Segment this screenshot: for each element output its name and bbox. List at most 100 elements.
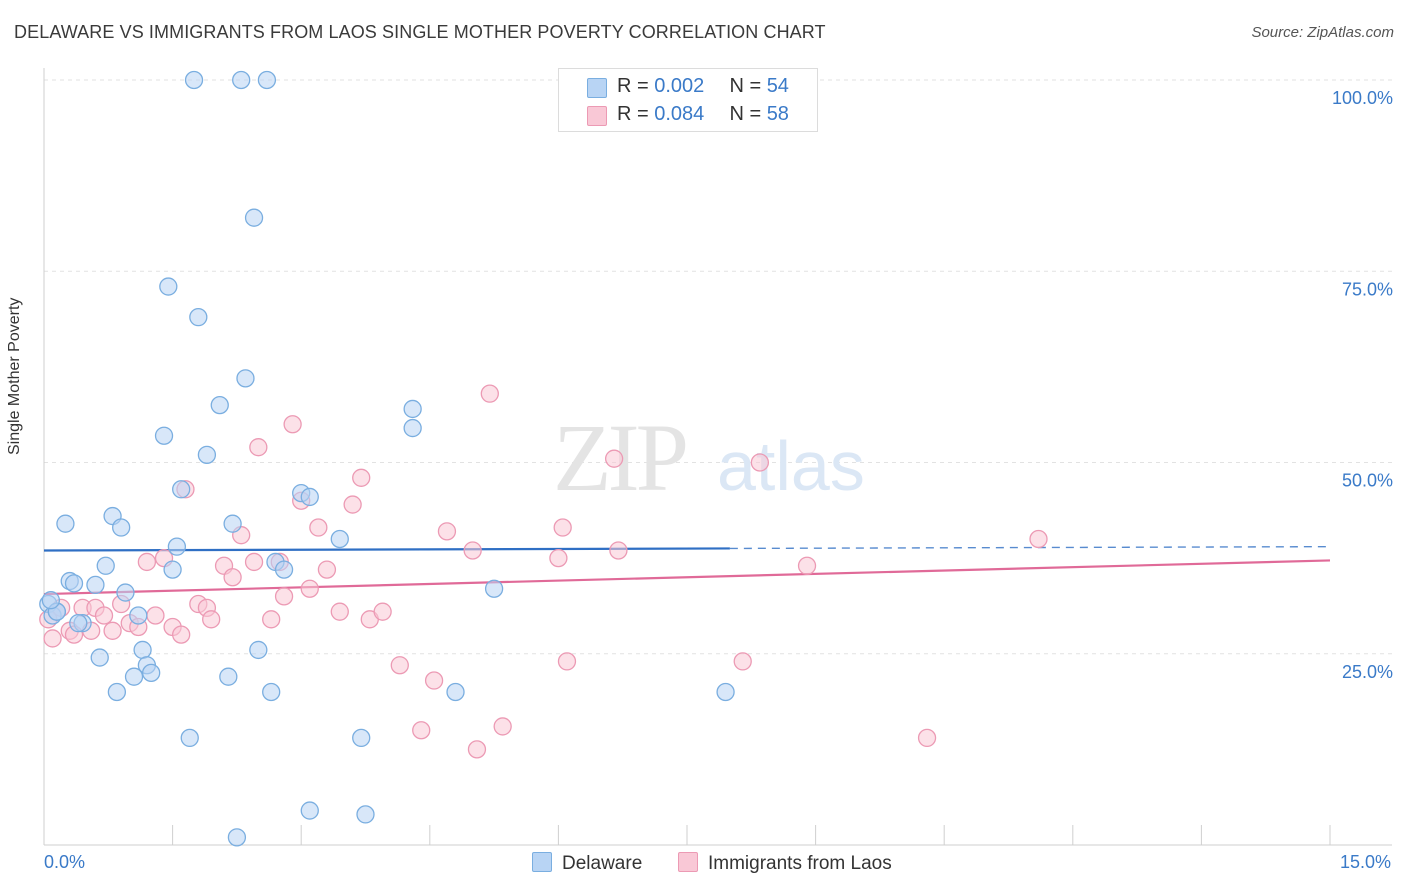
data-point-delaware: [124, 667, 144, 686]
data-point-laos: [300, 579, 319, 598]
data-point-laos: [43, 629, 62, 648]
legend-swatch-laos: [587, 106, 607, 126]
data-point-laos: [330, 602, 349, 621]
data-point-delaware: [184, 70, 204, 90]
data-point-delaware: [180, 728, 199, 748]
data-point-delaware: [300, 487, 319, 507]
data-point-delaware: [142, 663, 161, 683]
data-point-delaware: [96, 556, 115, 575]
data-point-delaware: [133, 640, 152, 660]
data-point-delaware: [716, 682, 735, 702]
data-point-laos: [94, 606, 114, 625]
data-point-laos: [283, 415, 302, 434]
data-point-laos: [553, 518, 572, 537]
data-point-delaware: [356, 805, 375, 824]
data-point-delaware: [227, 828, 247, 847]
data-point-delaware: [403, 399, 422, 419]
data-point-laos: [412, 721, 431, 740]
data-point-delaware: [90, 648, 109, 667]
y-tick-labels: 25.0% 50.0% 75.0% 100.0%: [1332, 88, 1393, 682]
legend-swatch-delaware: [532, 852, 552, 872]
data-point-laos: [750, 453, 770, 472]
data-point-delaware: [352, 728, 371, 748]
legend-r-label: R =: [617, 103, 655, 125]
data-point-laos: [172, 625, 191, 644]
data-point-delaware: [197, 445, 217, 465]
correlation-legend: R = 0.002 N = 54 R = 0.084 N = 58: [558, 68, 818, 132]
data-point-laos: [373, 602, 392, 621]
y-tick-label: 50.0%: [1342, 471, 1393, 491]
legend-n-value: 58: [766, 103, 789, 125]
data-point-delaware: [41, 591, 61, 610]
data-point-delaware: [300, 801, 319, 820]
data-point-laos: [137, 552, 157, 572]
data-point-delaware: [56, 514, 75, 533]
legend-n-label: N =: [729, 103, 767, 125]
axes: [43, 68, 1392, 846]
data-point-delaware: [210, 395, 229, 415]
watermark-atlas: atlas: [717, 427, 865, 505]
data-point-laos: [390, 656, 409, 675]
data-point-laos: [343, 495, 362, 514]
trendline-laos: [43, 559, 1331, 596]
data-point-delaware: [484, 579, 504, 598]
legend-label-laos: Immigrants from Laos: [708, 853, 892, 874]
data-point-delaware: [167, 537, 187, 556]
data-point-delaware: [249, 640, 268, 660]
legend-item-delaware[interactable]: Delaware: [532, 852, 642, 875]
legend-row-delaware: R = 0.002 N = 54: [559, 73, 817, 101]
data-point-laos: [917, 728, 937, 748]
y-tick-label: 100.0%: [1332, 88, 1393, 108]
data-point-delaware: [244, 208, 264, 227]
data-point-laos: [1029, 529, 1048, 549]
data-point-delaware: [446, 682, 465, 702]
data-point-delaware: [69, 614, 88, 633]
data-point-laos: [317, 560, 337, 579]
data-point-laos: [557, 652, 577, 671]
data-point-laos: [244, 552, 264, 572]
legend-r-value: 0.084: [654, 103, 705, 125]
legend-r-label: R =: [617, 75, 655, 97]
data-point-laos: [463, 541, 482, 560]
data-point-delaware: [154, 426, 174, 445]
data-point-laos: [103, 621, 122, 640]
legend-item-laos[interactable]: Immigrants from Laos: [678, 852, 892, 875]
data-point-delaware: [403, 418, 422, 438]
legend-label-delaware: Delaware: [562, 853, 643, 874]
series-legend: Delaware Immigrants from Laos: [0, 852, 1406, 880]
y-tick-label: 25.0%: [1342, 662, 1393, 682]
legend-n-value: 54: [766, 75, 789, 97]
data-point-delaware: [159, 277, 178, 296]
data-point-laos: [274, 587, 294, 606]
data-point-delaware: [64, 574, 84, 593]
data-point-delaware: [116, 583, 135, 602]
data-point-laos: [424, 671, 444, 690]
data-point-laos: [352, 468, 371, 487]
data-point-delaware: [274, 560, 294, 579]
data-point-delaware: [262, 682, 281, 702]
data-point-laos: [223, 568, 242, 587]
series-delaware-points: [39, 70, 735, 847]
legend-r-value: 0.002: [654, 75, 705, 97]
data-point-laos: [437, 522, 457, 541]
watermark: ZIP atlas: [553, 404, 865, 511]
legend-swatch-delaware: [587, 78, 607, 98]
data-point-laos: [202, 610, 221, 629]
data-point-delaware: [86, 575, 105, 595]
data-point-delaware: [163, 560, 182, 579]
y-tick-label: 75.0%: [1342, 279, 1393, 299]
x-tick-label-max: 15.0%: [1340, 852, 1392, 872]
data-point-delaware: [236, 369, 255, 388]
legend-swatch-laos: [678, 852, 698, 872]
data-point-laos: [549, 548, 568, 568]
data-point-delaware: [232, 70, 251, 90]
data-point-laos: [797, 556, 817, 575]
data-point-laos: [480, 384, 499, 403]
data-point-laos: [609, 541, 628, 560]
data-point-delaware: [223, 514, 242, 533]
data-point-laos: [493, 717, 512, 736]
legend-n-label: N =: [729, 75, 767, 97]
data-point-delaware: [257, 70, 277, 90]
chart-title: DELAWARE VS IMMIGRANTS FROM LAOS SINGLE …: [14, 22, 826, 42]
data-point-laos: [467, 740, 487, 759]
